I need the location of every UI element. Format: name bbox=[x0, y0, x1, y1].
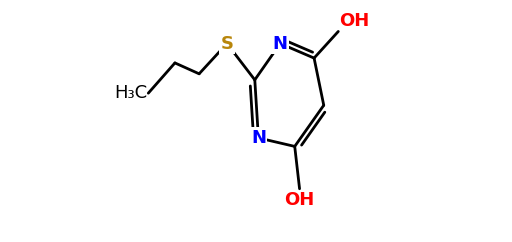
Text: OH: OH bbox=[285, 191, 315, 209]
Text: H₃C: H₃C bbox=[114, 84, 147, 102]
Text: OH: OH bbox=[339, 12, 370, 30]
Text: N: N bbox=[251, 129, 266, 147]
Text: N: N bbox=[273, 35, 288, 53]
Text: S: S bbox=[221, 35, 233, 53]
